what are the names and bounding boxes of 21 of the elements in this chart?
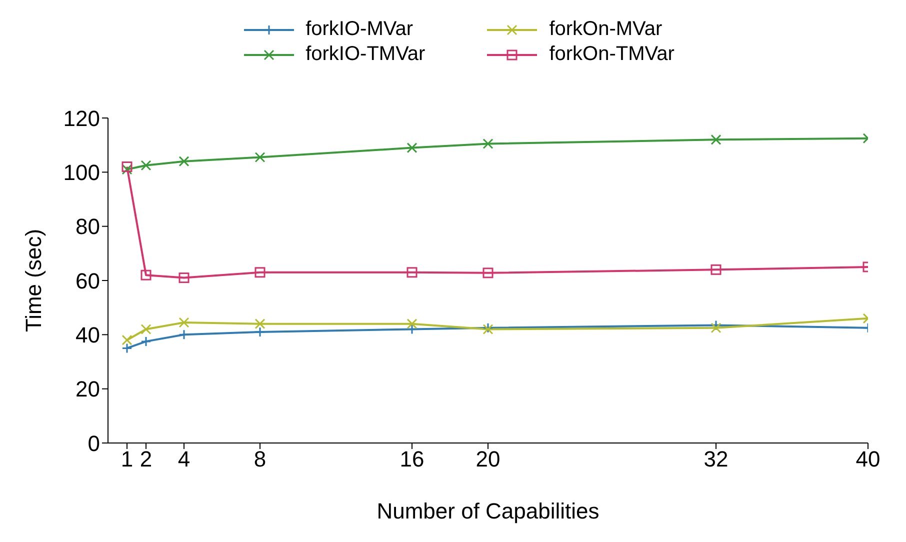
x-tick-label: 20	[476, 446, 500, 472]
legend-label: forkOn-MVar	[549, 18, 662, 41]
y-tick-label: 0	[88, 430, 100, 456]
x-tick-label: 4	[178, 446, 190, 472]
y-axis-title: Time (sec)	[20, 228, 46, 332]
y-tick-label: 40	[76, 322, 100, 348]
x-tick-label: 2	[140, 446, 152, 472]
x-tick-label: 1	[120, 446, 134, 472]
legend-label: forkOn-TMVar	[549, 43, 674, 66]
y-tick-label: 120	[63, 106, 100, 131]
y-tick-label: 80	[76, 214, 100, 240]
legend-label: forkIO-TMVar	[306, 43, 426, 66]
x-tick-label: 16	[400, 446, 424, 472]
x-axis-title: Number of Capabilities	[376, 498, 600, 524]
x-tick-label: 32	[704, 446, 728, 472]
legend-label: forkIO-MVar	[306, 18, 413, 41]
y-tick-label: 20	[76, 376, 100, 402]
x-tick-label: 40	[856, 446, 880, 472]
x-tick-label: 8	[254, 446, 266, 472]
y-tick-label: 60	[76, 268, 100, 294]
y-tick-label: 100	[63, 160, 100, 185]
